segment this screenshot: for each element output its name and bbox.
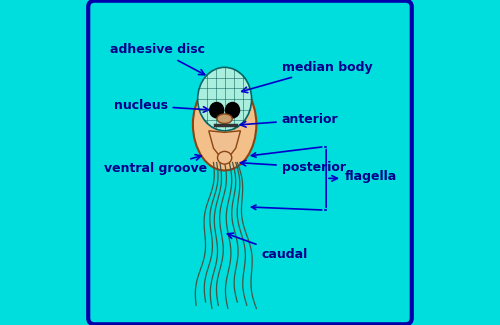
Text: anterior: anterior bbox=[240, 113, 338, 127]
Ellipse shape bbox=[198, 67, 252, 131]
Ellipse shape bbox=[217, 114, 232, 124]
FancyBboxPatch shape bbox=[88, 1, 412, 324]
Ellipse shape bbox=[226, 102, 239, 118]
Text: nucleus: nucleus bbox=[114, 99, 209, 112]
Text: ventral groove: ventral groove bbox=[104, 155, 207, 176]
Ellipse shape bbox=[218, 151, 232, 164]
Text: adhesive disc: adhesive disc bbox=[110, 44, 206, 75]
Text: posterior: posterior bbox=[240, 160, 346, 174]
Ellipse shape bbox=[193, 78, 256, 170]
Polygon shape bbox=[209, 131, 240, 162]
Text: median body: median body bbox=[242, 61, 372, 93]
Ellipse shape bbox=[210, 102, 224, 118]
Text: caudal: caudal bbox=[228, 233, 308, 261]
Text: flagella: flagella bbox=[345, 170, 398, 183]
